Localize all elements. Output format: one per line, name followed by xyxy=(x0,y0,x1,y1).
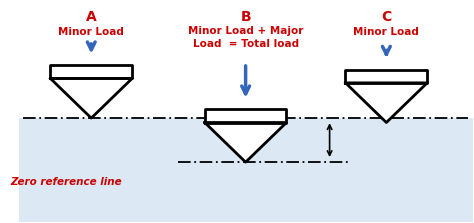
Text: Minor Load + Major
Load  = Total load: Minor Load + Major Load = Total load xyxy=(188,26,303,49)
Bar xyxy=(18,118,473,222)
Polygon shape xyxy=(346,70,427,83)
Polygon shape xyxy=(50,78,132,118)
Text: Zero reference line: Zero reference line xyxy=(10,177,122,187)
Polygon shape xyxy=(205,109,286,122)
Text: Minor Load: Minor Load xyxy=(354,27,419,37)
Text: B: B xyxy=(240,10,251,24)
Text: A: A xyxy=(86,10,97,24)
Polygon shape xyxy=(346,83,427,122)
Text: Minor Load: Minor Load xyxy=(58,27,124,37)
Polygon shape xyxy=(205,122,286,162)
Text: C: C xyxy=(381,10,392,24)
Polygon shape xyxy=(50,65,132,78)
